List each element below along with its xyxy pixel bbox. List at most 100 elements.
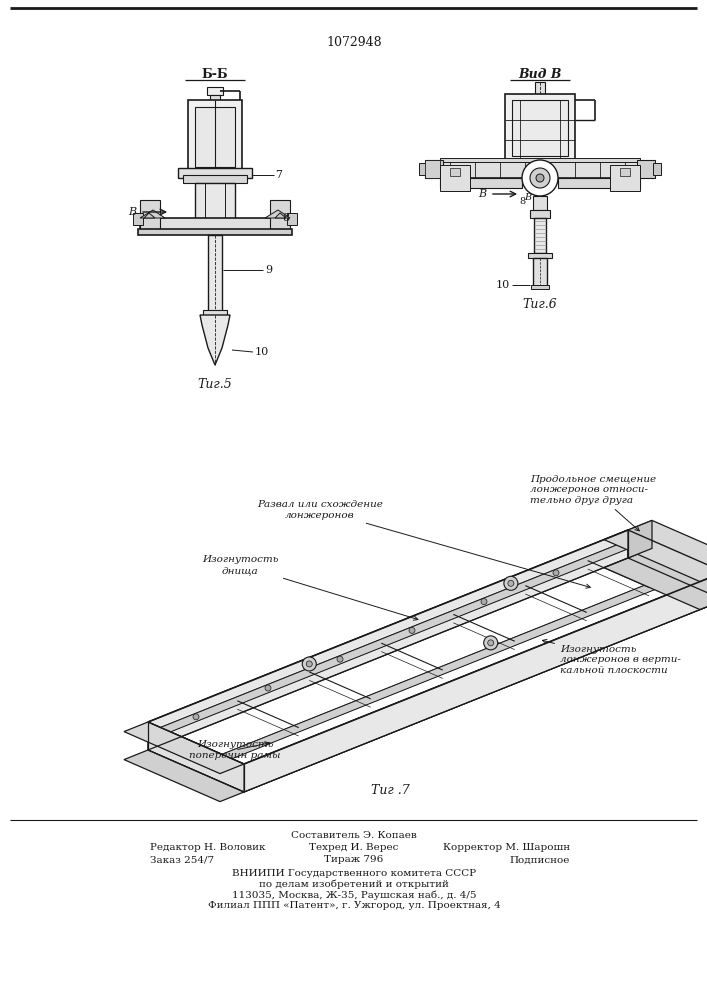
Polygon shape xyxy=(140,210,165,218)
Bar xyxy=(440,158,640,162)
Text: 10: 10 xyxy=(496,280,510,290)
Text: 113035, Москва, Ж-35, Раушская наб., д. 4/5: 113035, Москва, Ж-35, Раушская наб., д. … xyxy=(232,890,477,900)
Bar xyxy=(440,178,522,188)
Polygon shape xyxy=(628,530,707,600)
Bar xyxy=(138,229,292,235)
Text: ВНИИПИ Государственного комитета СССР: ВНИИПИ Государственного комитета СССР xyxy=(232,868,476,878)
Circle shape xyxy=(522,160,558,196)
Polygon shape xyxy=(628,520,652,558)
Bar xyxy=(440,162,640,178)
Text: 10: 10 xyxy=(255,347,269,357)
Text: В: В xyxy=(128,207,136,217)
Bar xyxy=(195,183,235,221)
Bar xyxy=(210,95,220,101)
Text: Техред И. Верес: Техред И. Верес xyxy=(310,844,399,852)
Polygon shape xyxy=(244,572,707,792)
Polygon shape xyxy=(160,535,641,736)
Polygon shape xyxy=(124,750,244,802)
Bar xyxy=(440,165,470,191)
Polygon shape xyxy=(222,562,702,763)
Text: Б-Б: Б-Б xyxy=(201,68,228,82)
Bar xyxy=(188,100,242,170)
Text: Составитель Э. Копаев: Составитель Э. Копаев xyxy=(291,830,417,840)
Text: Τиг .7: Τиг .7 xyxy=(370,784,409,796)
Polygon shape xyxy=(160,535,650,732)
Text: 9: 9 xyxy=(265,265,272,275)
Bar xyxy=(287,213,297,225)
Text: Τиг.5: Τиг.5 xyxy=(198,378,233,391)
Polygon shape xyxy=(275,213,286,218)
Text: Корректор М. Шарошн: Корректор М. Шарошн xyxy=(443,844,570,852)
Polygon shape xyxy=(148,722,244,792)
Polygon shape xyxy=(425,160,440,178)
Circle shape xyxy=(481,599,487,605)
Text: 7: 7 xyxy=(275,170,282,180)
Polygon shape xyxy=(222,562,707,759)
Text: Филиал ППП «Патент», г. Ужгород, ул. Проектная, 4: Филиал ППП «Патент», г. Ужгород, ул. Про… xyxy=(208,902,501,910)
Text: Τиг.6: Τиг.6 xyxy=(522,298,557,312)
Circle shape xyxy=(303,657,316,671)
Bar xyxy=(620,168,630,176)
Bar xyxy=(530,210,550,218)
Bar xyxy=(133,213,143,225)
Text: Вид В: Вид В xyxy=(518,68,562,82)
Text: Заказ 254/7: Заказ 254/7 xyxy=(150,856,214,864)
Text: Изогнутость
поперечин рамы: Изогнутость поперечин рамы xyxy=(189,740,281,760)
Circle shape xyxy=(409,627,415,633)
Circle shape xyxy=(530,168,550,188)
Bar xyxy=(637,160,655,178)
Circle shape xyxy=(193,714,199,720)
Text: В: В xyxy=(525,192,532,202)
Bar xyxy=(203,310,227,315)
Polygon shape xyxy=(148,530,628,750)
Bar xyxy=(512,100,568,156)
Circle shape xyxy=(488,640,493,646)
Bar xyxy=(195,107,235,167)
Bar xyxy=(450,168,460,176)
Text: 1072948: 1072948 xyxy=(326,35,382,48)
Polygon shape xyxy=(200,315,230,365)
Text: Тираж 796: Тираж 796 xyxy=(325,856,384,864)
Bar xyxy=(558,178,640,188)
Text: Развал или схождение
лонжеронов: Развал или схождение лонжеронов xyxy=(257,500,590,588)
Text: Подписное: Подписное xyxy=(510,856,570,864)
Bar xyxy=(528,253,552,258)
Bar xyxy=(531,285,549,289)
Bar xyxy=(425,160,443,178)
Bar xyxy=(207,87,223,95)
Bar xyxy=(535,82,545,94)
Bar xyxy=(534,218,546,253)
Polygon shape xyxy=(148,530,707,764)
Bar xyxy=(610,165,640,191)
Circle shape xyxy=(508,580,514,586)
Circle shape xyxy=(504,576,518,590)
Bar xyxy=(140,200,160,230)
Polygon shape xyxy=(604,520,707,582)
Bar xyxy=(653,163,661,175)
Polygon shape xyxy=(144,213,155,218)
Bar xyxy=(208,235,222,315)
Bar xyxy=(183,175,247,183)
Bar xyxy=(419,163,427,175)
Text: Изогнутость
лонжеронов в верти-
кальной плоскости: Изогнутость лонжеронов в верти- кальной … xyxy=(542,639,681,675)
Text: В: В xyxy=(478,189,486,199)
Bar xyxy=(533,258,547,288)
Bar xyxy=(140,218,290,230)
Circle shape xyxy=(484,636,498,650)
Polygon shape xyxy=(604,548,707,610)
Polygon shape xyxy=(124,722,244,774)
Text: по делам изобретений и открытий: по делам изобретений и открытий xyxy=(259,879,449,889)
Text: Редактор Н. Воловик: Редактор Н. Воловик xyxy=(150,844,266,852)
Text: 8: 8 xyxy=(519,196,525,206)
Text: 8: 8 xyxy=(282,213,289,223)
Text: Изогнутость
днища: Изогнутость днища xyxy=(201,555,418,620)
Circle shape xyxy=(337,656,343,662)
Circle shape xyxy=(265,685,271,691)
Circle shape xyxy=(306,661,312,667)
Circle shape xyxy=(553,570,559,576)
Bar xyxy=(178,168,252,178)
Bar xyxy=(505,94,575,162)
Bar xyxy=(270,200,290,230)
Text: Продольное смещение
лонжеронов относи-
тельно друг друга: Продольное смещение лонжеронов относи- т… xyxy=(530,475,656,531)
Bar xyxy=(533,196,547,210)
